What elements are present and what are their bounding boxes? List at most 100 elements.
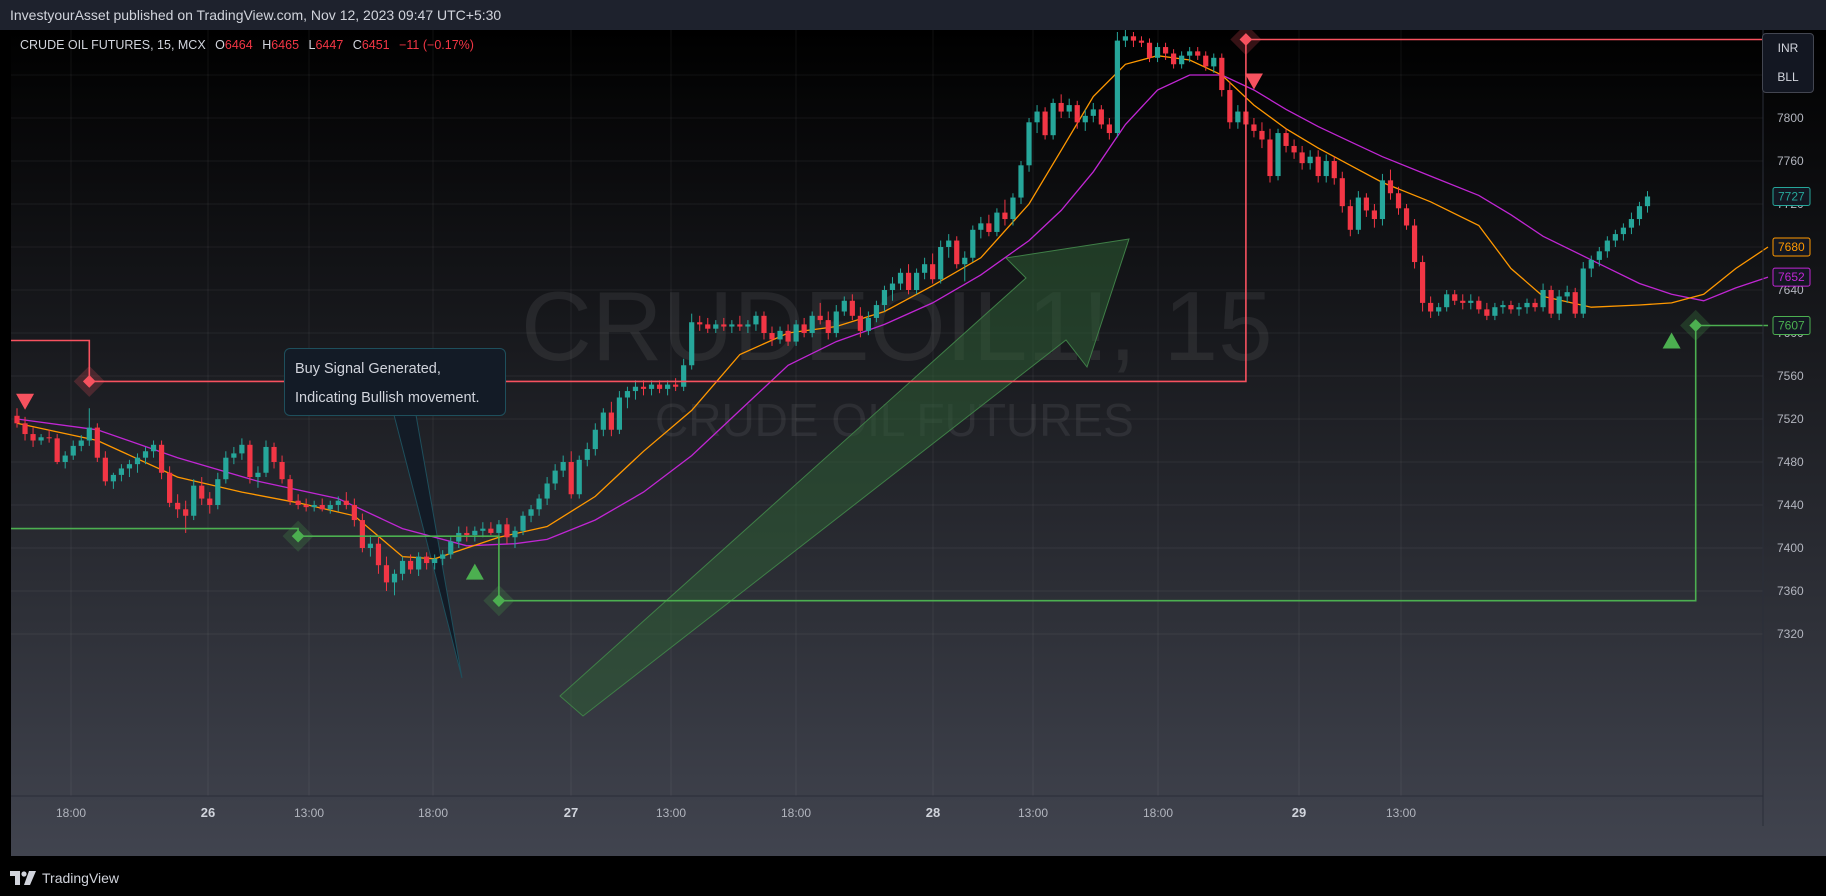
- sell-signal-triangle: [16, 393, 35, 410]
- stop-line-red: [11, 38, 1768, 383]
- candle-body: [648, 384, 655, 389]
- candle-body: [504, 524, 510, 538]
- candle-body: [1395, 193, 1402, 209]
- candle-body: [584, 449, 590, 460]
- candle-body: [1452, 294, 1458, 301]
- candle-body: [488, 528, 494, 533]
- candle-body: [1403, 208, 1410, 226]
- candle-body: [1179, 55, 1185, 65]
- footer-bar: TradingView: [0, 862, 1826, 896]
- price-label-text: 7607: [1778, 318, 1805, 332]
- candle-body: [1275, 133, 1281, 177]
- candle-body: [1267, 139, 1273, 177]
- time-tick-label: 27: [564, 805, 578, 820]
- candle-body: [1034, 111, 1040, 123]
- unit-option-bll[interactable]: BLL: [1777, 70, 1799, 84]
- candle-body: [913, 272, 920, 290]
- candle-body: [753, 315, 759, 325]
- candle-body: [1355, 197, 1361, 230]
- tradingview-brand[interactable]: TradingView: [10, 870, 119, 886]
- candle-body: [817, 315, 823, 321]
- candle-body: [1596, 251, 1602, 260]
- candle-body: [1411, 225, 1418, 263]
- candle-body: [632, 386, 639, 392]
- candle-body: [22, 423, 28, 435]
- candle-body: [922, 264, 928, 273]
- candle-body: [279, 462, 285, 480]
- candle-body: [78, 440, 84, 446]
- candle-body: [416, 556, 422, 570]
- candle-body: [600, 412, 606, 430]
- candle-body: [464, 532, 470, 536]
- candle-body: [745, 324, 751, 327]
- candle-body: [191, 485, 197, 516]
- candle-body: [664, 384, 671, 389]
- candle-body: [857, 315, 863, 331]
- candle-body: [1315, 156, 1321, 177]
- candle-body: [1620, 227, 1626, 235]
- candle-body: [1524, 302, 1530, 308]
- price-label-text: 7652: [1778, 270, 1805, 284]
- candle-body: [1644, 196, 1651, 207]
- watermark-main: CRUDEOIL1!, 15: [521, 271, 1273, 381]
- candle-body: [769, 333, 775, 340]
- candle-body: [351, 505, 357, 521]
- candle-body: [592, 429, 598, 450]
- candle-body: [319, 505, 325, 510]
- time-tick-label: 13:00: [656, 806, 686, 820]
- candle-body: [150, 444, 157, 452]
- price-tick-label: 7560: [1777, 369, 1804, 383]
- currency-option-inr[interactable]: INR: [1777, 41, 1799, 55]
- candle-body: [841, 300, 847, 312]
- candle-body: [1299, 152, 1305, 164]
- candle-body: [1042, 111, 1048, 136]
- price-tick-label: 7440: [1777, 498, 1804, 512]
- candle-body: [391, 573, 398, 583]
- candle-body: [1291, 145, 1297, 153]
- candle-body: [1026, 122, 1032, 166]
- candle-body: [889, 283, 896, 290]
- candle-body: [1090, 109, 1096, 116]
- candle-body: [1556, 296, 1562, 314]
- candle-body: [1154, 47, 1161, 58]
- candle-body: [1171, 53, 1177, 65]
- candle-body: [118, 468, 125, 475]
- candle-body: [1468, 300, 1474, 303]
- time-tick-label: 28: [926, 805, 940, 820]
- candle-body: [713, 324, 719, 329]
- candle-body: [303, 505, 309, 508]
- candle-body: [905, 272, 912, 290]
- candle-body: [1050, 102, 1056, 136]
- candle-body: [865, 317, 871, 331]
- candle-body: [1235, 111, 1241, 123]
- candle-body: [1564, 292, 1570, 297]
- candle-body: [1476, 300, 1482, 310]
- candle-body: [1082, 115, 1088, 123]
- price-tick-label: 7320: [1777, 627, 1804, 641]
- candle-body: [544, 483, 550, 499]
- candle-body: [1010, 197, 1016, 220]
- candle-body: [761, 315, 767, 333]
- candle-body: [1219, 57, 1225, 91]
- sell-signal-triangle: [1244, 73, 1263, 90]
- candle-body: [673, 384, 679, 387]
- candle-body: [1195, 51, 1201, 56]
- candle-body: [94, 427, 100, 458]
- currency-unit-menu[interactable]: INR BLL: [1762, 33, 1814, 93]
- candle-body: [825, 320, 831, 333]
- candle-body: [1612, 234, 1618, 241]
- bullish-arrow: [559, 238, 1130, 717]
- time-tick-label: 18:00: [56, 806, 86, 820]
- candle-body: [897, 272, 904, 284]
- candle-body: [1604, 240, 1610, 252]
- candle-body: [1540, 290, 1546, 308]
- candle-body: [1130, 36, 1137, 41]
- candle-body: [552, 470, 558, 484]
- candle-body: [1187, 51, 1193, 56]
- symbol-legend: CRUDE OIL FUTURES, 15, MCX O6464 H6465 L…: [20, 38, 474, 52]
- buy-signal-callout: Buy Signal Generated, Indicating Bullish…: [284, 348, 506, 416]
- close-value: 6451: [361, 38, 390, 52]
- candle-body: [1211, 57, 1217, 67]
